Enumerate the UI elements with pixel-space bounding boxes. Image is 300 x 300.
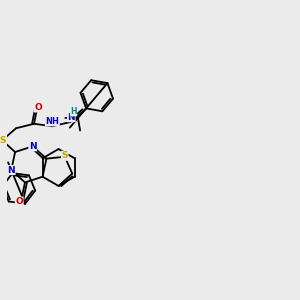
Text: N: N [29, 142, 37, 151]
Text: S: S [61, 151, 68, 160]
Text: H: H [70, 107, 77, 116]
Text: O: O [34, 103, 42, 112]
Text: S: S [0, 136, 6, 145]
Text: O: O [15, 197, 23, 206]
Text: N: N [68, 113, 75, 122]
Text: NH: NH [45, 117, 59, 126]
Text: N: N [8, 166, 15, 175]
